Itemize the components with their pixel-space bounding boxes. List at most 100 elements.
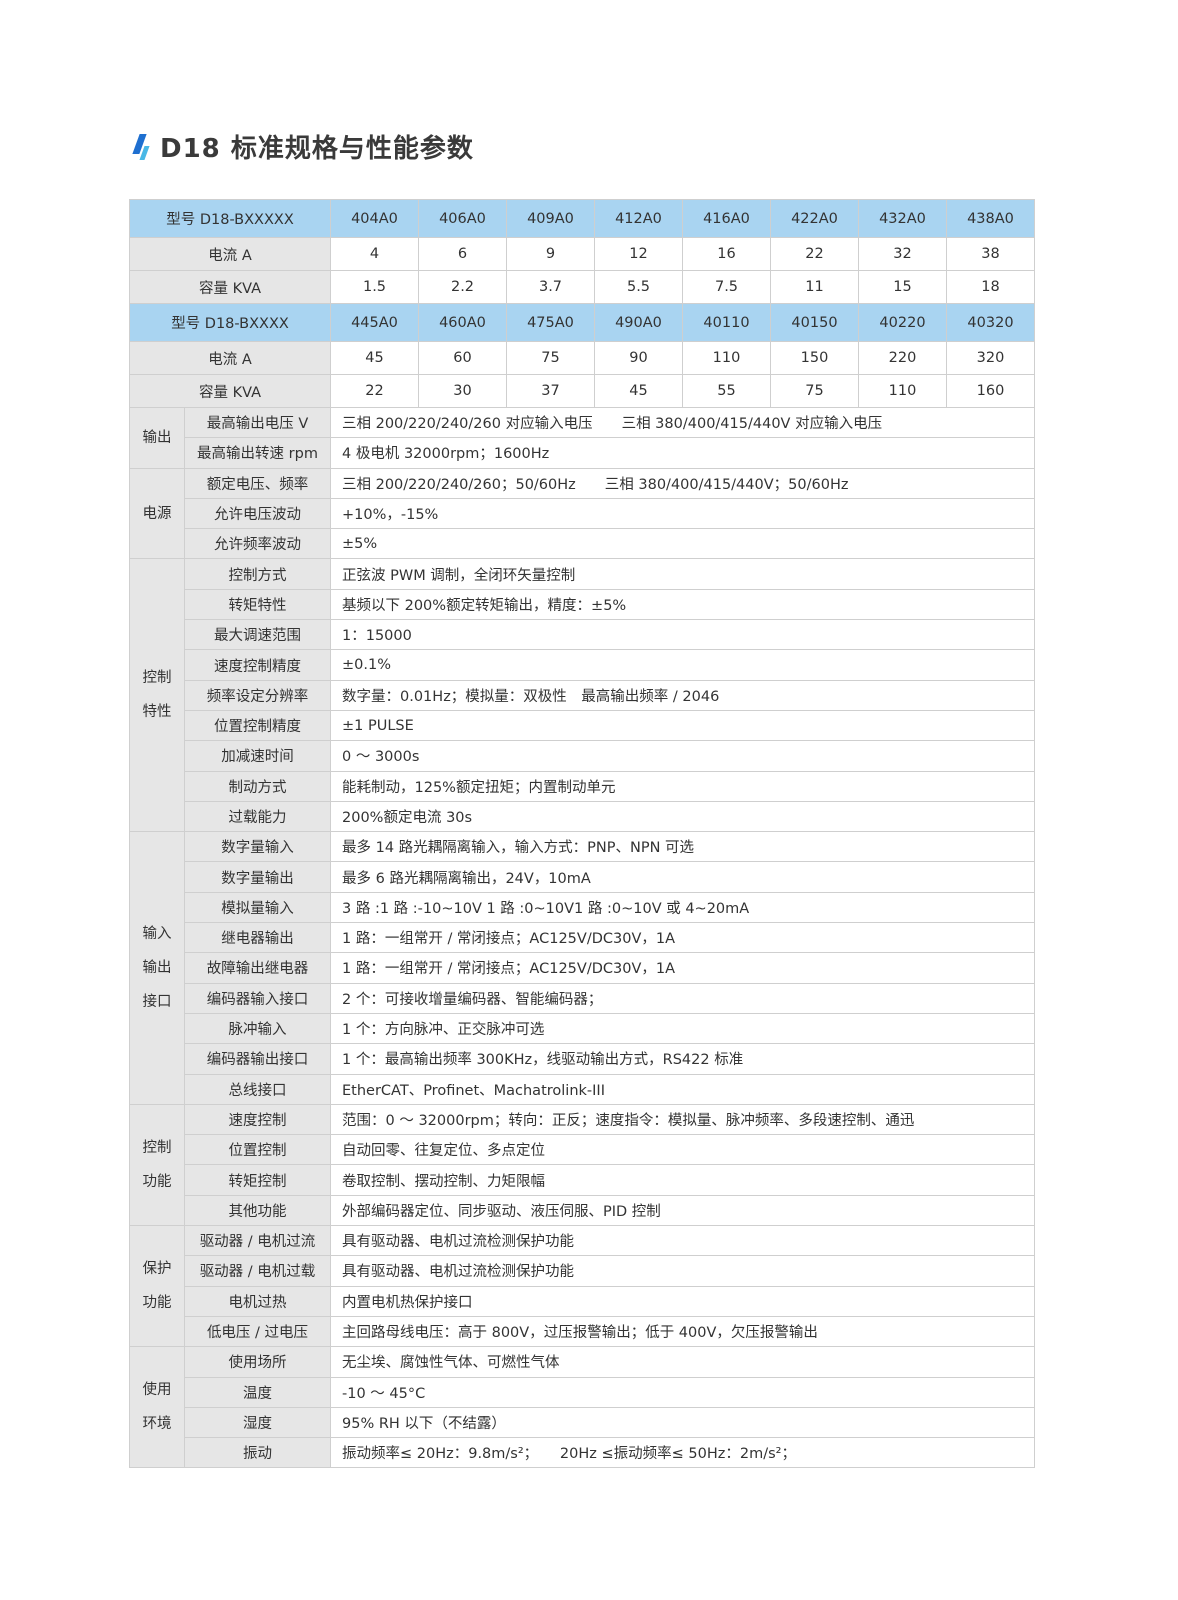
- spec-row: 驱动器 / 电机过载 具有驱动器、电机过流检测保护功能: [130, 1255, 1035, 1287]
- spec-value: EtherCAT、Profinet、Machatrolink-III: [330, 1073, 1035, 1105]
- spec-row: 电机过热 内置电机热保护接口: [130, 1285, 1035, 1317]
- spec-label: 湿度: [184, 1406, 331, 1439]
- spec-row: 制动方式 能耗制动，125%额定扭矩；内置制动单元: [130, 770, 1035, 802]
- spec-value: 1 路：一组常开 / 常闭接点；AC125V/DC30V，1A: [330, 952, 1035, 984]
- group-label: 使用 环境: [129, 1346, 185, 1469]
- cell-value: 55: [682, 374, 771, 408]
- spec-label: 数字量输出: [184, 861, 331, 893]
- cell-value: 9: [506, 237, 595, 271]
- group-label-line: 输出: [142, 429, 172, 446]
- model-name: 416A0: [682, 199, 771, 238]
- spec-row: 编码器输出接口 1 个：最高输出频率 300KHz，线驱动输出方式，RS422 标…: [130, 1043, 1035, 1075]
- spec-row: 数字量输出 最多 6 路光耦隔离输出，24V，10mA: [130, 861, 1035, 893]
- group-label: 输出: [129, 407, 185, 469]
- row-label: 电流 A: [129, 341, 331, 375]
- spec-value: 1 个：最高输出频率 300KHz，线驱动输出方式，RS422 标准: [330, 1043, 1035, 1075]
- spec-value: 1：15000: [330, 619, 1035, 651]
- cell-value: 160: [946, 374, 1035, 408]
- spec-value: 自动回零、往复定位、多点定位: [330, 1134, 1035, 1166]
- spec-value: 振动频率≤ 20Hz：9.8m/s²； 20Hz ≤振动频率≤ 50Hz：2m/…: [330, 1437, 1035, 1469]
- cell-value: 32: [858, 237, 947, 271]
- spec-value: 具有驱动器、电机过流检测保护功能: [330, 1225, 1035, 1257]
- spec-value: 4 极电机 32000rpm；1600Hz: [330, 437, 1035, 469]
- group-label-line: 控制: [142, 670, 172, 687]
- model-name: 40150: [770, 303, 859, 342]
- spec-value: 200%额定电流 30s: [330, 800, 1035, 833]
- spec-label: 允许频率波动: [184, 528, 331, 560]
- group-label-line: 电源: [142, 505, 172, 522]
- spec-value: ±1 PULSE: [330, 709, 1035, 742]
- cell-value: 18: [946, 270, 1035, 304]
- model-name: 475A0: [506, 303, 595, 342]
- cell-value: 150: [770, 341, 859, 375]
- spec-label: 编码器输出接口: [184, 1043, 331, 1075]
- spec-value: 卷取控制、摆动控制、力矩限幅: [330, 1164, 1035, 1196]
- group-label-line: 输入: [142, 925, 172, 942]
- spec-value: 数字量：0.01Hz；模拟量：双极性 最高输出频率 / 2046: [330, 679, 1035, 711]
- spec-label: 控制方式: [184, 558, 331, 590]
- spec-value: 内置电机热保护接口: [330, 1285, 1035, 1317]
- model-value-row: 容量 KVA 22 30 37 45 55 75 110 160: [129, 374, 1035, 408]
- model-name: 412A0: [594, 199, 683, 238]
- spec-row: 转矩特性 基频以下 200%额定转矩输出，精度：±5%: [130, 588, 1035, 621]
- spec-row: 继电器输出 1 路：一组常开 / 常闭接点；AC125V/DC30V，1A: [130, 922, 1035, 954]
- cell-value: 60: [418, 341, 507, 375]
- group-label: 控制 特性: [129, 558, 185, 833]
- cell-value: 45: [594, 374, 683, 408]
- spec-row: 低电压 / 过电压 主回路母线电压：高于 800V，过压报警输出；低于 400V，…: [130, 1315, 1035, 1348]
- group-label-line: 输出: [142, 959, 172, 976]
- spec-row: 使用 环境 使用场所 无尘埃、腐蚀性气体、可燃性气体: [129, 1346, 1035, 1469]
- spec-value: 三相 200/220/240/260 对应输入电压 三相 380/400/415…: [330, 406, 1035, 439]
- model-name: 404A0: [330, 199, 419, 238]
- cell-value: 30: [418, 374, 507, 408]
- group-label-line: 环境: [142, 1416, 172, 1433]
- spec-label: 频率设定分辨率: [184, 679, 331, 711]
- spec-row: 湿度 95% RH 以下（不结露）: [130, 1406, 1035, 1439]
- spec-value: 0 ～ 3000s: [330, 740, 1035, 772]
- spec-row: 频率设定分辨率 数字量：0.01Hz；模拟量：双极性 最高输出频率 / 2046: [130, 679, 1035, 711]
- cell-value: 15: [858, 270, 947, 304]
- group-label: 输入 输出 接口: [129, 831, 185, 1105]
- cell-value: 320: [946, 341, 1035, 375]
- spec-label: 总线接口: [184, 1073, 331, 1105]
- spec-label: 使用场所: [184, 1346, 331, 1378]
- spec-label: 过载能力: [184, 800, 331, 833]
- spec-value: 1 路：一组常开 / 常闭接点；AC125V/DC30V，1A: [330, 922, 1035, 954]
- spec-label: 电机过热: [184, 1285, 331, 1317]
- cell-value: 6: [418, 237, 507, 271]
- spec-label: 脉冲输入: [184, 1012, 331, 1045]
- group-label-line: 接口: [142, 993, 172, 1010]
- model-name: 460A0: [418, 303, 507, 342]
- spec-label: 位置控制精度: [184, 709, 331, 742]
- spec-value: 最多 14 路光耦隔离输入，输入方式：PNP、NPN 可选: [330, 831, 1035, 863]
- model-header-row: 型号 D18-BXXXXX 404A0 406A0 409A0 412A0 416A0 42…: [129, 199, 1035, 238]
- cell-value: 12: [594, 237, 683, 271]
- spec-value: 2 个：可接收增量编码器、智能编码器；: [330, 982, 1035, 1014]
- cell-value: 75: [770, 374, 859, 408]
- cell-value: 4: [330, 237, 419, 271]
- group-label-line: 功能: [142, 1295, 172, 1312]
- model-name: 445A0: [330, 303, 419, 342]
- cell-value: 75: [506, 341, 595, 375]
- spec-row: 模拟量输入 3 路 :1 路 :-10~10V 1 路 :0~10V1 路 :0~…: [130, 891, 1035, 924]
- spec-row: 总线接口 EtherCAT、Profinet、Machatrolink-III: [130, 1073, 1035, 1105]
- spec-row: 电源 额定电压、频率 三相 200/220/240/260；50/60Hz 三相 3…: [129, 467, 1035, 560]
- spec-value: ±0.1%: [330, 649, 1035, 681]
- spec-value: 95% RH 以下（不结露）: [330, 1406, 1035, 1439]
- model-name: 432A0: [858, 199, 947, 238]
- spec-label: 转矩特性: [184, 588, 331, 621]
- spec-table: 型号 D18-BXXXXX 404A0 406A0 409A0 412A0 416A0 42…: [129, 199, 1035, 1469]
- spec-label: 故障输出继电器: [184, 952, 331, 984]
- spec-row: 保护 功能 驱动器 / 电机过流 具有驱动器、电机过流检测保护功能: [129, 1225, 1035, 1348]
- spec-label: 转矩控制: [184, 1164, 331, 1196]
- cell-value: 110: [682, 341, 771, 375]
- model-value-row: 电流 A 45 60 75 90 110 150 220 320: [129, 341, 1035, 375]
- spec-label: 振动: [184, 1437, 331, 1469]
- spec-label: 模拟量输入: [184, 891, 331, 924]
- spec-row: 脉冲输入 1 个：方向脉冲、正交脉冲可选: [130, 1012, 1035, 1045]
- model-header-label: 型号 D18-BXXXX: [129, 303, 331, 342]
- spec-label: 速度控制: [184, 1103, 331, 1136]
- model-header-label: 型号 D18-BXXXXX: [129, 199, 331, 238]
- spec-row: 位置控制精度 ±1 PULSE: [130, 709, 1035, 742]
- group-label: 保护 功能: [129, 1225, 185, 1348]
